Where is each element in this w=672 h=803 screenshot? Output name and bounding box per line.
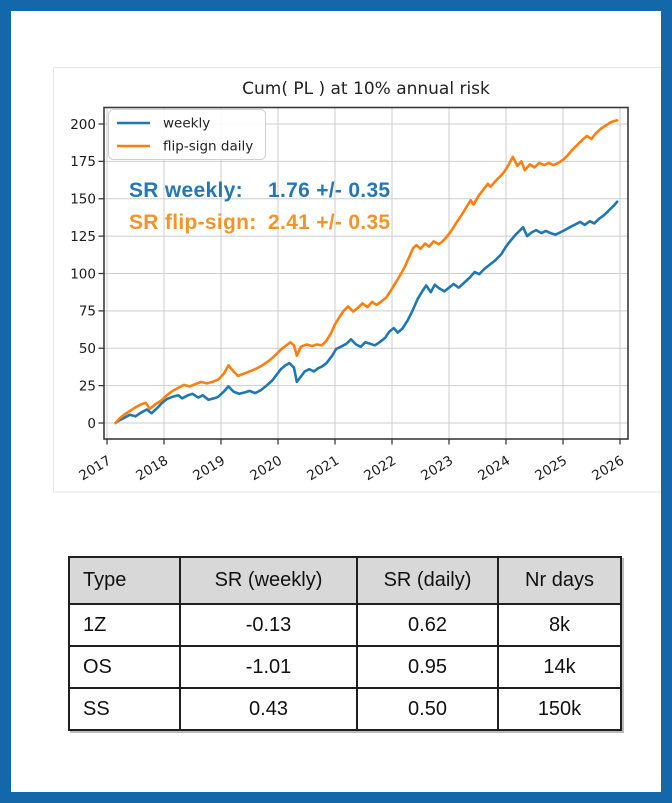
cell-sr-daily: 0.95 [356, 645, 499, 689]
series-flip-sign-daily [114, 119, 619, 425]
y-tick-label: 25 [79, 378, 96, 394]
sr-flip-sign-value: 2.41 +/- 0.35 [268, 211, 390, 234]
cell-sr-weekly: 0.43 [179, 687, 358, 731]
pnl-chart: 2017 2018 2019 2020 2021 2022 2023 2024 2025 2026… [53, 67, 661, 493]
cell-nr-days: 8k [497, 603, 622, 647]
y-tick-label: 200 [70, 117, 96, 133]
sr-flip-sign-label: SR flip-sign: [129, 211, 257, 234]
series-weekly [114, 200, 619, 425]
x-tick-label: 2025 [532, 453, 570, 484]
sr-weekly-label: SR weekly: [129, 179, 243, 202]
y-tick-label: 175 [70, 154, 96, 170]
x-tick-label: 2021 [304, 453, 342, 484]
legend-label-flip-sign: flip-sign daily [163, 139, 253, 155]
y-tick-label: 75 [79, 304, 96, 320]
y-tick-label: 100 [70, 266, 96, 282]
table-header-row: Type SR (weekly) SR (daily) Nr days [68, 556, 622, 605]
legend-label-weekly: weekly [163, 116, 210, 132]
results-table: Type SR (weekly) SR (daily) Nr days 1Z -… [68, 556, 622, 731]
table-row: SS 0.43 0.50 150k [68, 687, 622, 731]
cell-sr-daily: 0.62 [356, 603, 499, 647]
header-nr-days: Nr days [497, 556, 622, 605]
x-tick-label: 2020 [247, 453, 285, 484]
header-type: Type [68, 556, 181, 605]
y-tick-label: 50 [79, 341, 96, 357]
x-tick-label: 2022 [361, 453, 399, 484]
cell-nr-days: 150k [497, 687, 622, 731]
chart-axes: 2017 2018 2019 2020 2021 2022 2023 2024 2025 2026… [70, 117, 627, 484]
y-tick-label: 150 [70, 192, 96, 208]
x-tick-label: 2023 [418, 453, 456, 484]
x-tick-label: 2017 [76, 453, 114, 484]
figure-panel-edge [53, 67, 661, 493]
x-tick-label: 2026 [589, 453, 627, 484]
y-tick-label: 125 [70, 229, 96, 245]
x-tick-label: 2024 [475, 453, 513, 484]
cell-sr-weekly: -0.13 [179, 603, 358, 647]
header-sr-weekly: SR (weekly) [179, 556, 358, 605]
sr-annotations: SR weekly: 1.76 +/- 0.35 SR flip-sign: 2… [129, 179, 390, 234]
sr-weekly-value: 1.76 +/- 0.35 [268, 179, 390, 202]
cell-type: SS [68, 687, 181, 731]
chart-gridlines [104, 107, 628, 439]
cell-sr-weekly: -1.01 [179, 645, 358, 689]
x-tick-label: 2019 [190, 453, 228, 484]
chart-title: Cum( PL ) at 10% annual risk [242, 79, 490, 99]
cell-type: 1Z [68, 603, 181, 647]
chart-series [114, 119, 619, 425]
x-tick-label: 2018 [133, 453, 171, 484]
chart-legend: weekly flip-sign daily [108, 109, 266, 160]
header-sr-daily: SR (daily) [356, 556, 499, 605]
cell-type: OS [68, 645, 181, 689]
table-row: OS -1.01 0.95 14k [68, 645, 622, 689]
y-tick-label: 0 [87, 416, 96, 432]
table-row: 1Z -0.13 0.62 8k [68, 603, 622, 647]
cell-nr-days: 14k [497, 645, 622, 689]
plot-border [103, 106, 629, 440]
cell-sr-daily: 0.50 [356, 687, 499, 731]
